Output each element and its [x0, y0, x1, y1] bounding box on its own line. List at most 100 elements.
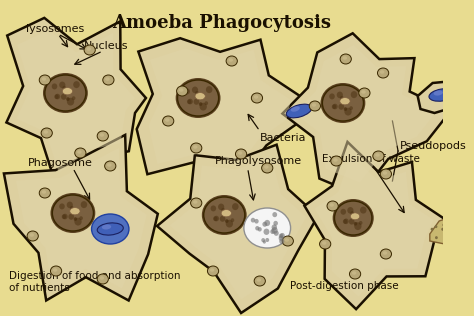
Circle shape [273, 212, 277, 217]
Ellipse shape [210, 268, 214, 272]
Ellipse shape [256, 278, 261, 282]
Ellipse shape [429, 89, 455, 101]
Ellipse shape [226, 56, 237, 66]
Ellipse shape [91, 214, 129, 244]
Circle shape [279, 239, 284, 244]
Circle shape [184, 88, 190, 94]
Circle shape [192, 87, 198, 93]
Ellipse shape [97, 223, 123, 235]
Ellipse shape [244, 208, 291, 248]
Ellipse shape [329, 203, 334, 207]
Ellipse shape [105, 77, 109, 81]
Ellipse shape [383, 171, 387, 175]
Circle shape [81, 201, 87, 208]
Circle shape [254, 219, 259, 224]
Ellipse shape [375, 153, 380, 157]
Ellipse shape [50, 193, 95, 233]
Circle shape [199, 102, 202, 106]
Ellipse shape [42, 190, 46, 194]
Circle shape [52, 83, 57, 89]
Circle shape [279, 234, 283, 239]
Polygon shape [418, 81, 461, 113]
Ellipse shape [359, 88, 370, 98]
Circle shape [352, 215, 355, 218]
Text: Pseudopods: Pseudopods [400, 141, 467, 151]
Circle shape [72, 96, 75, 100]
Ellipse shape [373, 151, 384, 161]
Circle shape [337, 92, 343, 98]
Circle shape [193, 99, 199, 105]
Ellipse shape [50, 266, 62, 276]
Circle shape [340, 209, 346, 215]
Circle shape [329, 94, 335, 100]
Polygon shape [4, 135, 158, 301]
Ellipse shape [264, 165, 269, 169]
Ellipse shape [105, 161, 116, 171]
Polygon shape [304, 142, 445, 309]
Circle shape [187, 99, 191, 104]
Ellipse shape [102, 224, 111, 229]
Ellipse shape [377, 68, 389, 78]
Ellipse shape [333, 199, 374, 237]
Ellipse shape [165, 118, 170, 122]
Circle shape [61, 94, 66, 100]
Polygon shape [137, 38, 304, 176]
Polygon shape [16, 148, 147, 289]
Ellipse shape [163, 116, 174, 126]
Ellipse shape [254, 95, 258, 99]
Circle shape [251, 218, 255, 222]
Ellipse shape [100, 133, 104, 137]
Ellipse shape [87, 47, 91, 51]
Ellipse shape [39, 75, 50, 85]
Circle shape [347, 207, 354, 214]
Text: Expulsion of waste: Expulsion of waste [322, 154, 420, 164]
Ellipse shape [343, 56, 347, 60]
Circle shape [435, 236, 438, 239]
Text: Phagolysosome: Phagolysosome [215, 156, 302, 166]
Circle shape [280, 233, 285, 238]
Text: lysosomes: lysosomes [26, 24, 84, 34]
Ellipse shape [191, 143, 202, 153]
Ellipse shape [238, 151, 242, 155]
Ellipse shape [52, 195, 93, 231]
Circle shape [223, 212, 226, 215]
Ellipse shape [45, 75, 86, 111]
Ellipse shape [70, 208, 80, 215]
Circle shape [66, 97, 70, 100]
Ellipse shape [191, 198, 202, 208]
Circle shape [279, 236, 283, 241]
Text: Amoeba Phagocytosis: Amoeba Phagocytosis [112, 14, 331, 32]
Ellipse shape [340, 54, 351, 64]
Circle shape [55, 94, 60, 99]
Circle shape [343, 219, 347, 224]
Circle shape [442, 223, 445, 227]
Ellipse shape [284, 238, 289, 242]
Ellipse shape [195, 93, 205, 100]
Circle shape [214, 216, 219, 221]
Ellipse shape [27, 231, 38, 241]
Circle shape [332, 104, 336, 109]
Ellipse shape [361, 90, 366, 94]
Ellipse shape [340, 98, 350, 105]
Ellipse shape [44, 130, 48, 134]
Text: of nutrients: of nutrients [9, 283, 70, 293]
Ellipse shape [380, 249, 392, 259]
Ellipse shape [29, 233, 34, 237]
Ellipse shape [282, 236, 293, 246]
Circle shape [225, 219, 228, 222]
Circle shape [62, 214, 66, 219]
Ellipse shape [333, 158, 337, 162]
Circle shape [342, 100, 345, 103]
Ellipse shape [193, 200, 198, 204]
Ellipse shape [228, 58, 233, 62]
Circle shape [349, 106, 353, 110]
Circle shape [204, 101, 208, 105]
Circle shape [265, 238, 269, 242]
Circle shape [59, 204, 65, 210]
Circle shape [63, 214, 68, 219]
Circle shape [455, 221, 458, 224]
Ellipse shape [43, 73, 88, 113]
Ellipse shape [62, 88, 73, 95]
Circle shape [68, 214, 74, 220]
Ellipse shape [251, 93, 263, 103]
